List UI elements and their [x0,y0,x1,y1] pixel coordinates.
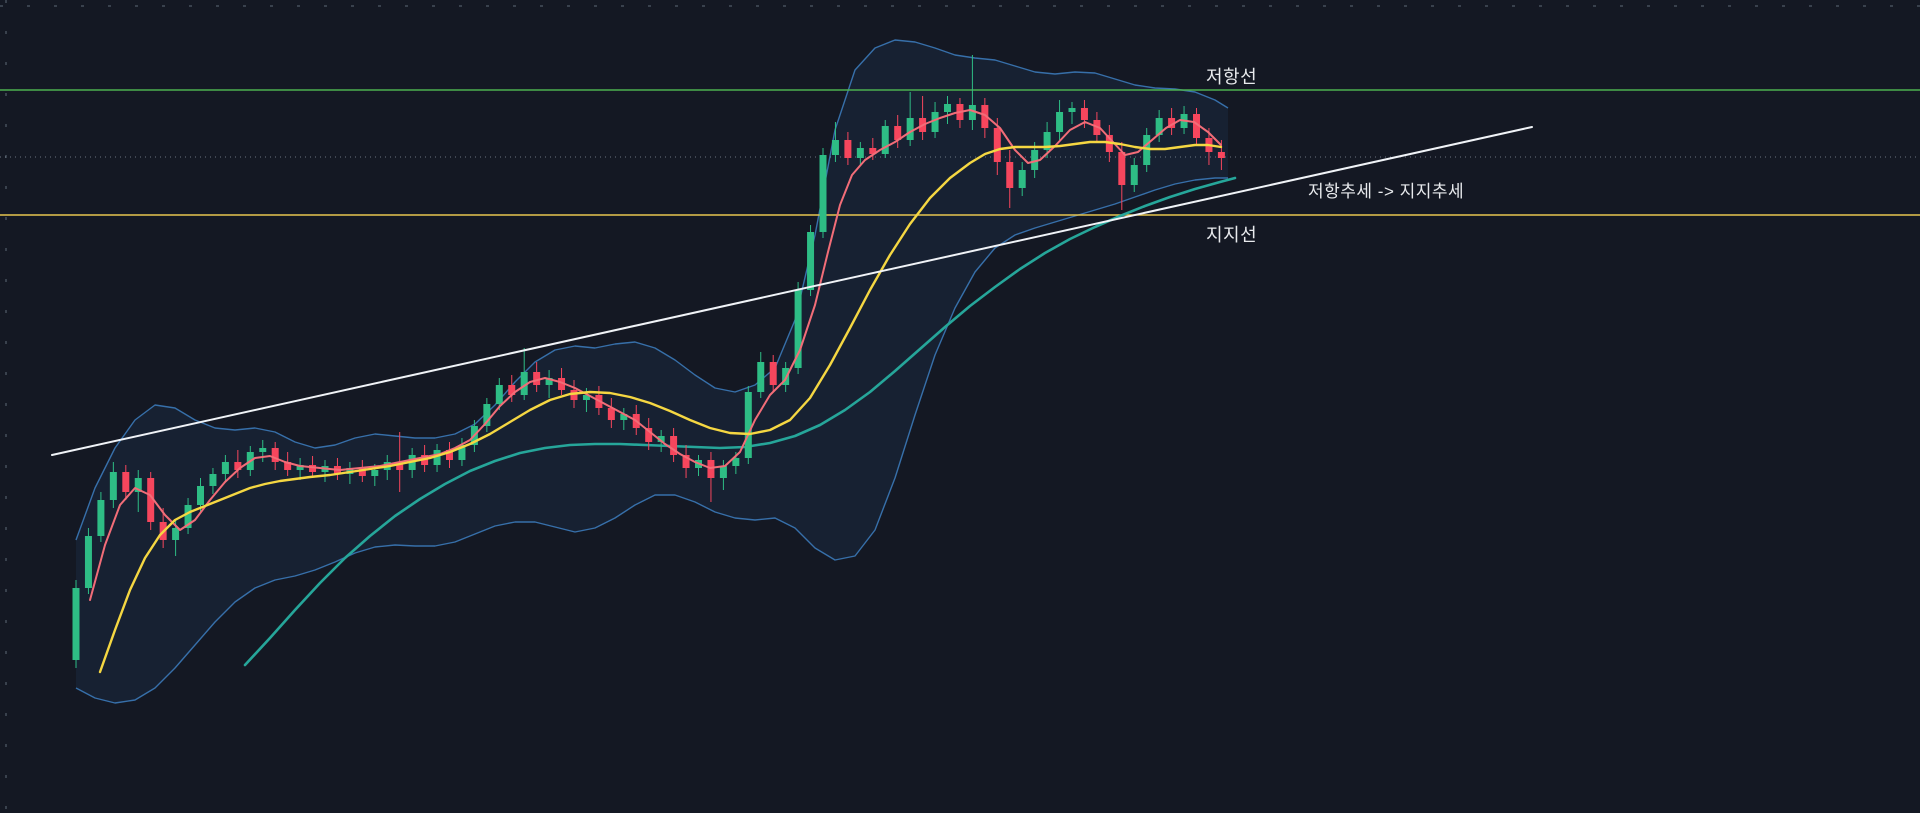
candle-body [72,588,80,660]
candle-body [682,455,690,468]
support-line-label: 지지선 [1206,225,1258,245]
bollinger-lower-band [75,177,1228,704]
candle-body [184,505,192,528]
candle-body [1068,108,1076,112]
candle-body [545,378,553,385]
candle-body [1031,150,1039,170]
candle-body [209,474,217,486]
candle-body [582,395,590,400]
candle-body [508,385,516,395]
candle-body [620,414,628,420]
candle-body [981,105,989,128]
candle-body [134,478,142,492]
candle-body [271,448,279,462]
candle-body [358,468,366,476]
candle-body [1118,152,1126,185]
candle-body [1130,165,1138,185]
candle-body [458,445,466,460]
candle-body [309,465,317,472]
candle-body [881,126,889,154]
candle-body [831,140,839,155]
candle-body [296,465,304,470]
candle-body [97,500,105,536]
candle-body [234,462,242,470]
candle-body [122,472,130,492]
candle-body [483,404,491,426]
candle-body [259,448,267,452]
candle-body [84,536,92,588]
bollinger-upper-band [75,39,1229,541]
candle-body [433,450,441,465]
ma-fast-line [89,109,1222,601]
candle-body [670,436,678,455]
candle-body [533,372,541,385]
candle-body [284,462,292,470]
ascending-trendline[interactable] [51,126,1533,456]
candle-body [109,472,117,500]
candle-body [221,462,229,474]
candle-body [856,148,864,158]
candle-body [744,392,752,458]
candle-body [944,104,951,112]
candle-body [645,428,653,442]
candle-body [1056,112,1064,132]
candle-body [1155,118,1163,135]
candle-body [197,486,204,505]
candle-body [794,290,802,368]
candle-body [558,378,566,390]
candle-body [757,362,765,392]
candle-body [732,458,740,466]
candle-body [894,126,902,140]
candle-body [520,372,528,395]
candle-body [931,112,939,132]
candle-body [906,118,914,140]
candle-body [968,105,976,120]
ma-mid-line [98,140,1223,674]
candle-body [371,470,379,476]
candle-body [396,462,404,470]
resistance-line-label: 저항선 [1206,67,1258,87]
candle-body [1217,152,1225,158]
candle-body [1080,108,1088,120]
candle-body [707,460,715,478]
candle-body [1043,132,1051,150]
candle-body [1018,170,1026,188]
candle-body [869,148,877,154]
candle-body [172,528,180,540]
candle-body [807,232,815,290]
candle-body [446,450,453,460]
candle-body [147,478,155,522]
candle-body [570,390,578,400]
bollinger-band-fill [76,40,1228,703]
candle-body [607,408,615,420]
candle-body [657,436,665,442]
candle-body [993,128,1001,162]
candle-body [1006,162,1014,188]
candle-body [1193,114,1200,138]
trend-change-label: 저항추세 -> 지지추세 [1308,182,1465,201]
candle-body [819,155,827,232]
candle-body [1168,118,1176,128]
candle-body [719,466,727,478]
candle-body [844,140,852,158]
candle-body [769,362,777,385]
candle-body [495,385,503,404]
candle-body [1143,135,1151,165]
